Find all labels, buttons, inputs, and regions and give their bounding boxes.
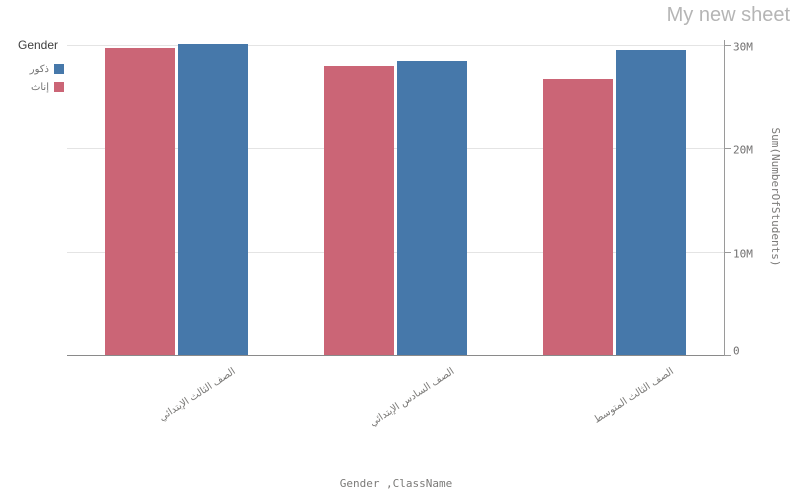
y-axis-tick: [724, 148, 731, 150]
y-axis-title: Sum(NumberOfStudents): [769, 127, 782, 267]
x-axis-baseline: [67, 355, 724, 356]
y-gridline-10M: [67, 251, 724, 253]
y-gridline-20M: [67, 148, 724, 150]
bar-إناث-cat1[interactable]: [324, 65, 394, 355]
chart-legend: Gender ذكور إناث: [18, 38, 64, 96]
y-axis-tick: [724, 251, 731, 253]
legend-item-1[interactable]: إناث: [18, 78, 64, 96]
y-axis-line: [724, 40, 725, 356]
bar-ذكور-cat0[interactable]: [178, 43, 248, 355]
bar-إناث-cat0[interactable]: [105, 48, 175, 355]
legend-items: ذكور إناث: [18, 60, 64, 96]
sheet-title[interactable]: My new sheet: [666, 4, 790, 26]
legend-item-label: إناث: [30, 81, 49, 93]
legend-swatch-icon: [54, 82, 64, 92]
bar-إناث-cat2[interactable]: [543, 79, 613, 355]
bar-ذكور-cat1[interactable]: [397, 60, 467, 355]
legend-swatch-icon: [54, 64, 64, 74]
legend-item-0[interactable]: ذكور: [18, 60, 64, 78]
y-tick-label-20M: 20M: [733, 143, 753, 157]
x-category-label-1[interactable]: الصف السادس الإبتدائي: [368, 366, 457, 429]
y-gridline-30M: [67, 45, 724, 46]
bar-ذكور-cat2[interactable]: [616, 50, 686, 355]
x-axis-title: Gender ,ClassName: [339, 477, 453, 490]
y-tick-label-0: 0: [733, 344, 740, 358]
y-tick-label-10M: 10M: [733, 247, 753, 261]
x-category-label-2[interactable]: الصف الثالث المتوسط: [591, 366, 676, 426]
y-axis-tick: [724, 355, 731, 356]
legend-item-label: ذكور: [29, 63, 49, 75]
x-category-label-0[interactable]: الصف الثالث الإبتدائي: [157, 366, 238, 424]
legend-title: Gender: [18, 38, 59, 52]
y-axis-tick: [724, 45, 731, 46]
y-tick-label-30M: 30M: [733, 40, 753, 54]
